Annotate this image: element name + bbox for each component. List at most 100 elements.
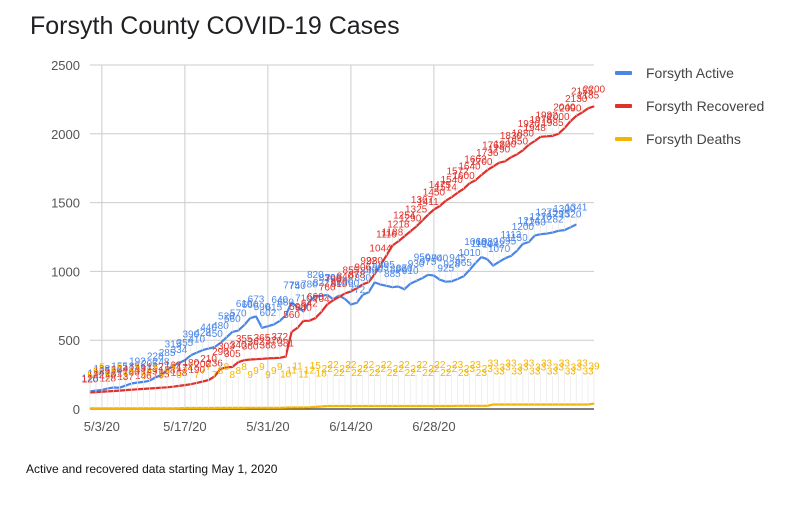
data-point-active (160, 374, 162, 376)
data-label-active: 1275 (535, 208, 558, 219)
data-label-recovered: 1662 (464, 154, 487, 165)
data-label-recovered: 1044 (369, 243, 392, 254)
data-point-deaths (415, 405, 417, 407)
data-label-active: 1104 (471, 239, 493, 250)
data-label-deaths: 9 (259, 362, 265, 373)
data-label-deaths: 33 (511, 366, 523, 377)
data-label-recovered: 1572 (446, 167, 469, 178)
data-label-recovered: 120 (82, 374, 99, 385)
data-point-active (403, 288, 406, 291)
data-label-active: 1260 (524, 218, 547, 229)
data-point-recovered (308, 319, 311, 322)
data-label-recovered: 1116 (376, 229, 397, 240)
data-label-deaths: 22 (345, 360, 357, 371)
data-label-active: 1010 (458, 248, 481, 259)
legend-swatch-deaths (615, 136, 632, 141)
series-line-recovered (89, 105, 595, 394)
data-label-recovered: 125 (94, 366, 111, 377)
data-label-recovered: 1736 (476, 148, 499, 159)
data-label-deaths: 5 (93, 366, 99, 377)
data-label-deaths: 5 (87, 370, 93, 381)
legend-swatch-recovered (615, 103, 632, 108)
data-label-recovered: 1850 (506, 136, 529, 147)
data-label-active: 945 (449, 253, 466, 264)
data-label-recovered: 2185 (577, 90, 600, 101)
data-label-deaths: 5 (164, 366, 170, 377)
y-tick-label: 500 (58, 333, 80, 348)
data-label-recovered: 855 (343, 265, 360, 276)
data-point-deaths (433, 405, 435, 407)
data-label-active: 1320 (559, 209, 582, 220)
data-label-deaths: 33 (499, 362, 511, 373)
data-label-deaths: 33 (494, 366, 506, 377)
data-label-deaths: 8 (230, 370, 236, 381)
data-label-recovered: 906 (354, 262, 371, 273)
data-label-active: 928 (443, 259, 460, 270)
data-point-deaths (533, 403, 536, 406)
data-label-recovered: 642 (301, 299, 318, 310)
data-label-deaths: 7 (206, 362, 212, 373)
data-label-active: 975 (420, 257, 437, 268)
data-label-deaths: 23 (464, 364, 476, 375)
data-point-deaths (557, 403, 560, 406)
data-point-active (373, 281, 376, 284)
data-point-deaths (314, 406, 317, 408)
data-label-active: 1089 (476, 237, 499, 248)
data-label-deaths: 22 (399, 360, 411, 371)
legend-item-active: Forsyth Active (615, 56, 764, 89)
data-point-active (444, 280, 447, 283)
data-label-deaths: 5 (129, 366, 135, 377)
y-tick-label: 2500 (51, 58, 80, 73)
data-label-active: 1070 (488, 244, 511, 255)
data-point-deaths (338, 405, 340, 407)
data-label-deaths: 11 (292, 361, 303, 372)
data-label-recovered: 1514 (435, 183, 458, 194)
data-label-recovered: 922 (360, 256, 377, 267)
data-label-deaths: 33 (535, 362, 547, 373)
data-point-active (195, 351, 198, 354)
data-label-recovered: 2000 (547, 112, 570, 123)
data-label-deaths: 33 (547, 366, 559, 377)
data-label-recovered: 840 (337, 271, 354, 282)
data-label-active: 1060 (464, 237, 487, 248)
data-point-deaths (551, 403, 554, 406)
data-label-deaths: 7 (188, 362, 194, 373)
data-point-deaths (498, 403, 500, 406)
data-label-active: 1214 (518, 216, 541, 227)
data-label-deaths: 33 (488, 358, 500, 369)
data-point-recovered (320, 311, 323, 313)
data-label-recovered: 1985 (541, 118, 564, 129)
data-label-recovered: 140 (123, 368, 140, 379)
data-label-active: 355 (177, 338, 194, 349)
data-label-active: 905 (372, 262, 389, 273)
data-label-deaths: 5 (117, 362, 123, 373)
data-point-deaths (409, 405, 411, 407)
data-label-deaths: 22 (393, 364, 405, 375)
data-label-recovered: 1254 (393, 210, 416, 221)
data-label-recovered: 174 (177, 363, 194, 374)
data-label-deaths: 5 (141, 370, 147, 381)
data-label-active: 1295 (547, 209, 570, 220)
data-label-active: 615 (265, 302, 282, 313)
data-label-deaths: 18 (316, 369, 328, 380)
data-label-recovered: 1920 (518, 119, 541, 130)
data-label-deaths: 9 (253, 366, 259, 377)
x-tick-label: 5/31/20 (246, 419, 289, 434)
data-label-deaths: 7 (182, 366, 188, 377)
data-point-deaths (522, 403, 524, 406)
data-label-recovered: 158 (159, 365, 176, 376)
data-label-deaths: 33 (571, 362, 583, 373)
data-point-deaths (326, 405, 328, 407)
data-label-active: 138 (94, 364, 111, 375)
data-label-recovered: 1982 (535, 110, 558, 121)
data-point-active (273, 323, 275, 326)
data-label-deaths: 5 (152, 362, 158, 373)
data-label-active: 890 (390, 265, 407, 276)
data-label-active: 450 (206, 329, 223, 340)
data-label-active: 520 (218, 311, 235, 322)
data-point-active (213, 346, 216, 348)
data-label-active: 772 (348, 285, 365, 296)
data-label-recovered: 2130 (565, 94, 588, 105)
data-label-active: 128 (82, 373, 99, 384)
data-label-active: 940 (431, 254, 448, 265)
